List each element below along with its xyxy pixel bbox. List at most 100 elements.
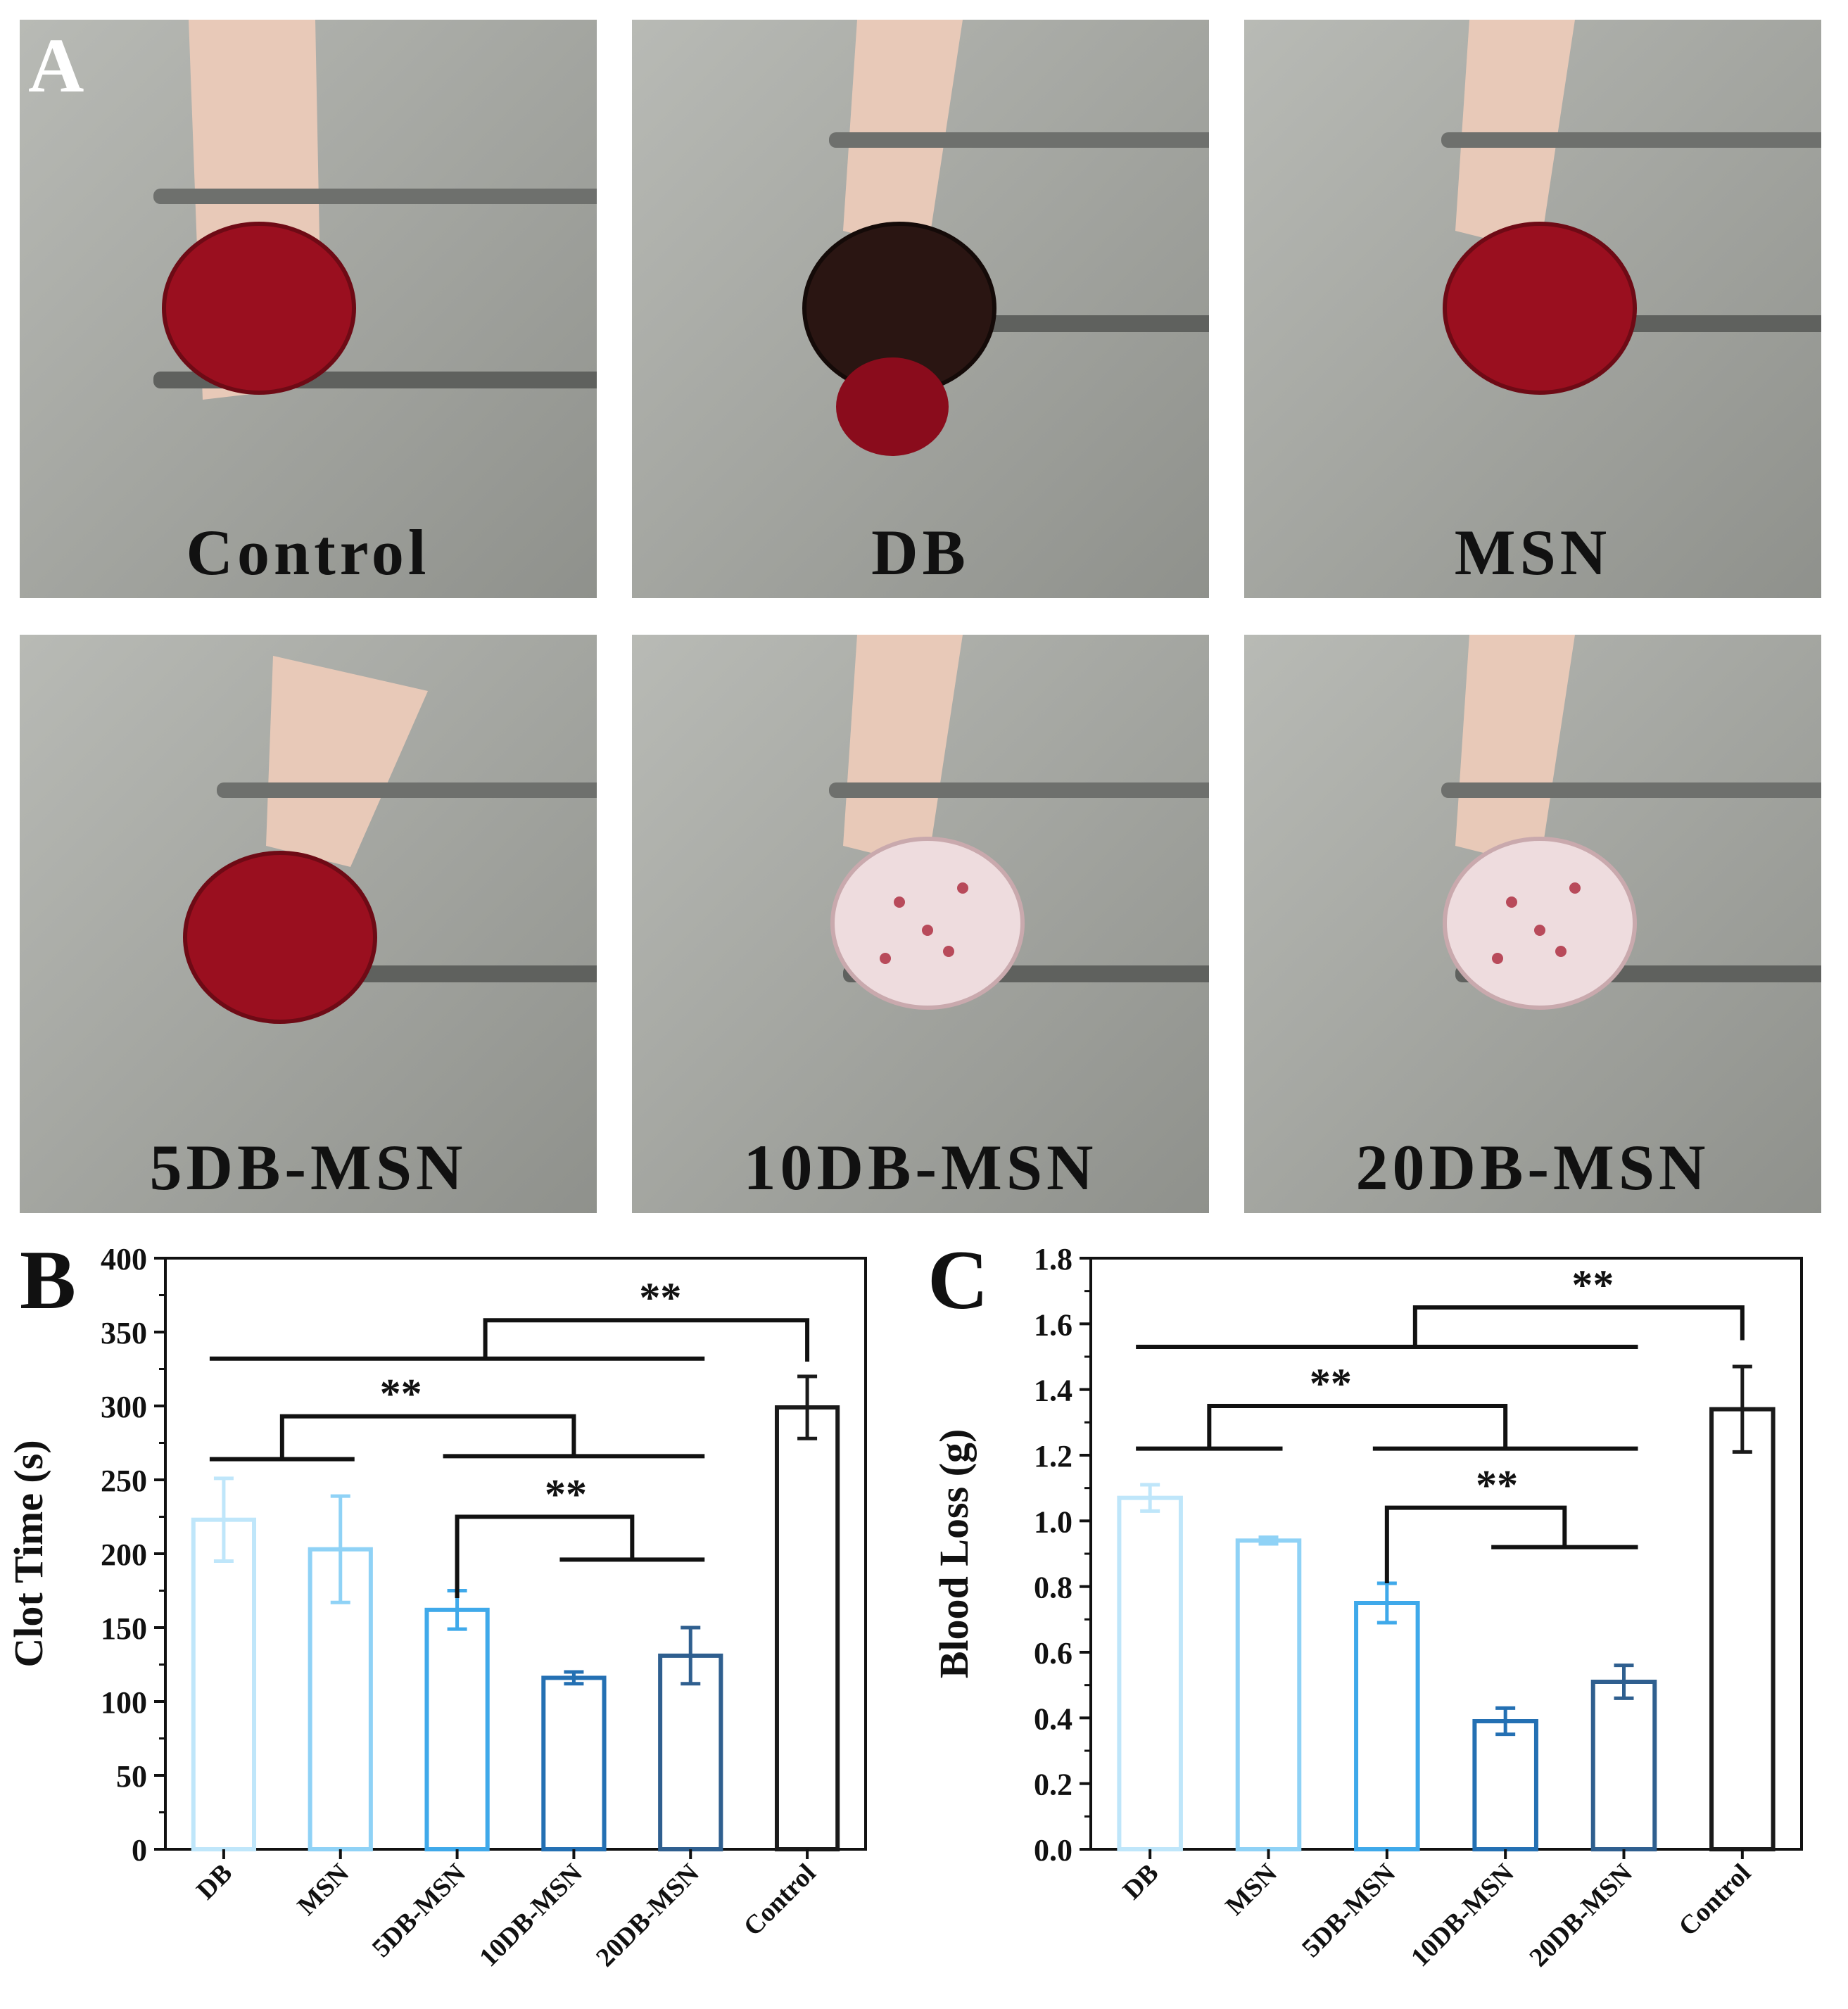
clot-time-chart: 0 50 100 150 200 250 300 350 400 Clot Time (s) DB M… [6, 1242, 867, 1973]
significance-marker: ** [545, 1471, 587, 1518]
photo-scene [20, 635, 597, 1213]
bar-10db-msn [541, 1675, 607, 1852]
mouse-tail [843, 635, 963, 867]
significance-marker: ** [380, 1371, 422, 1417]
x-tick-label: Control [1673, 1858, 1757, 1942]
y-tick-label: 1.0 [1034, 1504, 1072, 1539]
significance-marker: ** [1571, 1262, 1614, 1308]
photo-scene [632, 20, 1209, 598]
mouse-tail [266, 656, 428, 867]
y-tick-label: 1.8 [1034, 1242, 1072, 1276]
photo-control: Control [20, 20, 597, 598]
significance-bracket [209, 1318, 810, 1362]
error-bar [797, 1374, 818, 1440]
mouse-tail [1455, 635, 1575, 867]
panel-a-letter: A [28, 23, 84, 108]
bar-control [774, 1405, 840, 1852]
bar-20db-msn [1590, 1680, 1657, 1851]
photo-label: 5DB-MSN [149, 1132, 467, 1203]
forceps-upper [153, 189, 597, 204]
photo-db: DB [632, 20, 1209, 598]
y-tick-label: 0.8 [1034, 1571, 1072, 1605]
forceps-upper [1441, 782, 1821, 798]
y-tick-label: 0.6 [1034, 1636, 1072, 1671]
y-tick-label: 150 [101, 1611, 147, 1646]
bar-5db-msn [424, 1607, 490, 1851]
error-bar [1495, 1706, 1516, 1737]
x-tick-label: MSN [1220, 1858, 1282, 1921]
clot [162, 222, 356, 395]
y-tick-label: 350 [101, 1316, 147, 1350]
photo-label: 10DB-MSN [743, 1132, 1098, 1203]
y-tick-label: 0.0 [1034, 1833, 1072, 1868]
significance-bracket [1136, 1404, 1638, 1451]
x-tick-label: MSN [292, 1858, 355, 1921]
significance-marker: ** [1310, 1360, 1352, 1407]
y-tick-label: 50 [116, 1759, 147, 1794]
bar-5db-msn [1354, 1601, 1420, 1851]
photo-msn: MSN [1244, 20, 1821, 598]
blood-drip [836, 357, 949, 456]
error-bar [681, 1625, 701, 1686]
error-bar [1732, 1364, 1752, 1454]
forceps-upper [1441, 132, 1821, 148]
photo-scene [1244, 635, 1821, 1213]
photo-label: 20DB-MSN [1355, 1132, 1710, 1203]
y-tick-label: 400 [101, 1242, 147, 1276]
x-tick-label: Control [738, 1858, 822, 1942]
clot [830, 837, 1025, 1010]
bar-db [1117, 1495, 1183, 1851]
clot [1443, 837, 1637, 1010]
bar-control [1709, 1407, 1776, 1851]
error-bar [213, 1476, 234, 1563]
error-bar [1140, 1483, 1160, 1513]
bar-10db-msn [1472, 1719, 1538, 1851]
panel-c-letter: C [928, 1233, 989, 1326]
x-tick-label: 20DB-MSN [1524, 1858, 1638, 1973]
photo-5db-msn: 5DB-MSN [20, 635, 597, 1213]
forceps-upper [217, 782, 597, 798]
y-tick-label: 0 [132, 1833, 147, 1868]
y-axis-label: Blood Loss (g) [931, 1429, 977, 1679]
photo-10db-msn: 10DB-MSN [632, 635, 1209, 1213]
y-axis-label: Clot Time (s) [6, 1440, 51, 1667]
x-tick-label: DB [191, 1858, 238, 1906]
error-bar [1258, 1535, 1279, 1546]
error-bar [1614, 1663, 1634, 1700]
error-bar [330, 1494, 350, 1604]
significance-marker: ** [639, 1274, 681, 1321]
photo-label: DB [871, 516, 970, 588]
y-tick-label: 200 [101, 1538, 147, 1572]
plot-frame [164, 1257, 867, 1851]
blood-loss-chart: 0.0 0.2 0.4 0.6 0.8 1.0 1.2 1.4 1.6 1.8 Blood Loss… [931, 1242, 1803, 1973]
bar-db [191, 1517, 257, 1851]
y-tick-label: 1.4 [1034, 1374, 1072, 1408]
clot [183, 851, 377, 1024]
clot [1443, 222, 1637, 395]
x-tick-label: 5DB-MSN [367, 1858, 472, 1963]
photo-label: MSN [1454, 516, 1612, 588]
x-tick-label: 20DB-MSN [590, 1858, 705, 1973]
forceps-upper [829, 782, 1209, 798]
significance-bracket [1136, 1305, 1745, 1349]
error-bar [564, 1670, 584, 1686]
significance-marker: ** [1476, 1462, 1518, 1509]
forceps-upper [829, 132, 1209, 148]
bar-msn [1235, 1538, 1302, 1851]
photo-label: Control [186, 516, 431, 588]
significance-bracket [209, 1414, 705, 1462]
significance-bracket [455, 1514, 705, 1598]
x-tick-label: 5DB-MSN [1296, 1858, 1401, 1963]
photo-scene [1244, 20, 1821, 598]
x-tick-label: DB [1117, 1858, 1164, 1906]
y-tick-label: 0.4 [1034, 1701, 1072, 1736]
photo-scene [632, 635, 1209, 1213]
photo-scene [20, 20, 597, 598]
y-tick-label: 100 [101, 1685, 147, 1720]
x-tick-label: 10DB-MSN [1405, 1858, 1520, 1973]
x-tick-label: 10DB-MSN [474, 1858, 588, 1973]
panel-b-letter: B [20, 1233, 77, 1326]
y-tick-label: 300 [101, 1390, 147, 1424]
photo-20db-msn: 20DB-MSN [1244, 635, 1821, 1213]
y-tick-label: 0.2 [1034, 1768, 1072, 1802]
